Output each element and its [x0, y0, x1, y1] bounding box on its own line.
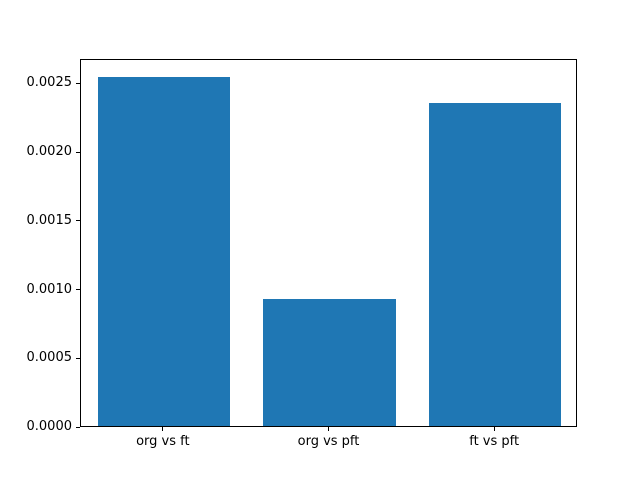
y-tick-label: 0.0000	[26, 419, 73, 434]
y-tick-label: 0.0010	[26, 281, 73, 297]
x-tick-label-org-vs-pft: org vs pft	[297, 434, 360, 449]
y-tick-label: 0.0020	[26, 144, 73, 160]
x-tick-mark	[493, 427, 495, 431]
bar-org-vs-ft	[97, 77, 231, 426]
bar-ft-vs-pft	[428, 103, 562, 426]
y-tick-label: 0.0005	[26, 350, 73, 366]
x-tick-label-org-vs-ft: org vs ft	[136, 434, 190, 449]
plot-area	[80, 59, 577, 427]
y-tick-mark	[76, 82, 80, 84]
x-tick-mark	[328, 427, 329, 431]
y-tick-mark	[76, 426, 80, 428]
bar-org-vs-pft	[263, 298, 396, 426]
y-tick-mark	[76, 357, 80, 359]
x-tick-label-ft-vs-pft: ft vs pft	[469, 434, 520, 449]
y-tick-label: 0.0015	[26, 212, 73, 228]
x-tick-mark	[162, 427, 164, 431]
y-tick-mark	[76, 220, 80, 222]
y-tick-mark	[76, 151, 80, 153]
y-tick-label: 0.0025	[26, 75, 73, 91]
y-tick-mark	[76, 289, 80, 291]
